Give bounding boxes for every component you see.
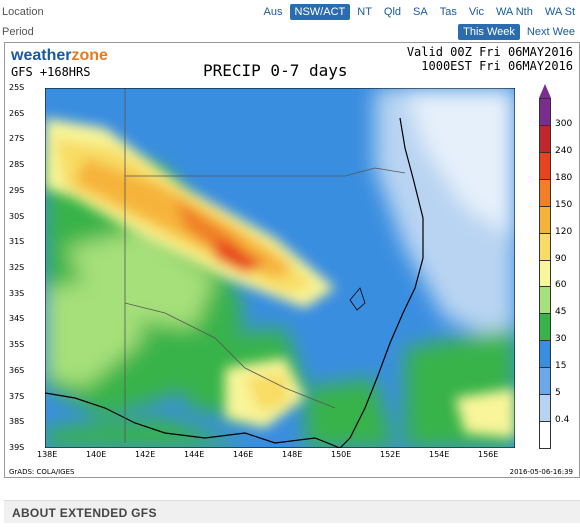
qld-border bbox=[125, 167, 406, 177]
act-border bbox=[349, 287, 366, 311]
legend-swatch bbox=[539, 232, 551, 261]
lat-label: 29S bbox=[9, 185, 25, 195]
lat-label: 38S bbox=[9, 417, 25, 427]
location-label: Location bbox=[2, 6, 44, 18]
legend-label: 60 bbox=[555, 280, 567, 291]
lon-label: 152E bbox=[380, 450, 401, 459]
grads-credit: GrADS: COLA/IGES bbox=[9, 468, 75, 476]
map-title: PRECIP 0-7 days bbox=[203, 61, 348, 80]
period-tabs: This Week Next Wee bbox=[458, 24, 580, 40]
lat-label: 30S bbox=[9, 211, 25, 221]
location-row: Location Aus NSW/ACT NT Qld SA Tas Vic WA Nth WA… bbox=[0, 2, 580, 22]
legend-swatch bbox=[539, 124, 551, 153]
legend-swatch bbox=[539, 367, 551, 396]
lon-label: 138E bbox=[37, 450, 58, 459]
legend-label: 0.4 bbox=[555, 415, 570, 426]
forecast-map-panel: weatherzone GFS +168HRS PRECIP 0-7 days … bbox=[4, 42, 580, 478]
lat-label: 39S bbox=[9, 443, 25, 452]
lon-label: 140E bbox=[86, 450, 107, 459]
lon-label: 154E bbox=[429, 450, 450, 459]
legend-label: 120 bbox=[555, 226, 573, 237]
tab-tas[interactable]: Tas bbox=[434, 4, 462, 20]
precip-legend: 300 240 180 150 120 90 60 45 30 15 5 0.4 bbox=[539, 84, 579, 449]
lat-label: 34S bbox=[9, 314, 25, 324]
legend-label: 90 bbox=[555, 253, 567, 264]
location-tabs: Aus NSW/ACT NT Qld SA Tas Vic WA Nth WA St bbox=[258, 4, 580, 20]
lon-label: 142E bbox=[135, 450, 156, 459]
legend-swatch bbox=[539, 313, 551, 342]
tab-wa-nth[interactable]: WA Nth bbox=[490, 4, 538, 20]
tab-vic[interactable]: Vic bbox=[463, 4, 489, 20]
period-tab-next-wee[interactable]: Next Wee bbox=[521, 24, 580, 40]
precip-map bbox=[45, 88, 515, 448]
tab-qld[interactable]: Qld bbox=[378, 4, 407, 20]
legend-label: 180 bbox=[555, 172, 573, 183]
lat-label: 25S bbox=[9, 83, 25, 92]
period-tab-this-week[interactable]: This Week bbox=[458, 24, 520, 40]
legend-swatch bbox=[539, 205, 551, 234]
lon-label: 144E bbox=[184, 450, 205, 459]
legend-label: 30 bbox=[555, 334, 567, 345]
legend-swatch bbox=[539, 286, 551, 315]
legend-label: 15 bbox=[555, 361, 567, 372]
tab-nt[interactable]: NT bbox=[352, 4, 377, 20]
legend-label: 150 bbox=[555, 199, 573, 210]
tab-sa[interactable]: SA bbox=[408, 4, 433, 20]
legend-swatch bbox=[539, 98, 551, 126]
lat-label: 28S bbox=[9, 160, 25, 170]
about-section-header[interactable]: ABOUT EXTENDED GFS bbox=[4, 500, 580, 523]
period-row: Period This Week Next Wee bbox=[0, 22, 580, 42]
victoria-coastline bbox=[45, 392, 341, 448]
model-label: GFS +168HRS bbox=[11, 65, 91, 79]
legend-label: 45 bbox=[555, 307, 567, 318]
lon-label: 156E bbox=[478, 450, 499, 459]
tab-nsw-act[interactable]: NSW/ACT bbox=[289, 4, 351, 20]
period-label: Period bbox=[2, 26, 34, 38]
lat-label: 33S bbox=[9, 288, 25, 298]
lat-label: 35S bbox=[9, 340, 25, 350]
generated-timestamp: 2016-05-06-16:39 bbox=[509, 468, 573, 476]
weatherzone-logo: weatherzone bbox=[11, 47, 108, 64]
legend-swatch bbox=[539, 394, 551, 423]
legend-label: 5 bbox=[555, 388, 561, 399]
legend-swatch bbox=[539, 259, 551, 288]
lat-label: 26S bbox=[9, 108, 25, 118]
about-heading: ABOUT EXTENDED GFS bbox=[12, 506, 157, 520]
legend-swatch bbox=[539, 421, 551, 449]
lon-label: 150E bbox=[331, 450, 352, 459]
legend-label: 240 bbox=[555, 145, 573, 156]
legend-label: 300 bbox=[555, 118, 573, 129]
lat-label: 36S bbox=[9, 365, 25, 375]
legend-swatch bbox=[539, 178, 551, 207]
valid-time-utc: Valid 00Z Fri 06MAY2016 bbox=[406, 45, 573, 59]
tab-wa-st[interactable]: WA St bbox=[539, 4, 580, 20]
vic-border bbox=[124, 302, 336, 409]
legend-arrow bbox=[539, 84, 551, 98]
lat-label: 32S bbox=[9, 263, 25, 272]
lat-label: 37S bbox=[9, 391, 25, 401]
valid-time-local: 1000EST Fri 06MAY2016 bbox=[421, 59, 573, 73]
legend-swatch bbox=[539, 151, 551, 180]
lat-label: 31S bbox=[9, 237, 25, 247]
nsw-coastline bbox=[339, 117, 424, 448]
lon-label: 146E bbox=[233, 450, 254, 459]
lat-label: 27S bbox=[9, 134, 25, 144]
legend-swatch bbox=[539, 340, 551, 369]
tab-aus[interactable]: Aus bbox=[258, 4, 288, 20]
lon-label: 148E bbox=[282, 450, 303, 459]
